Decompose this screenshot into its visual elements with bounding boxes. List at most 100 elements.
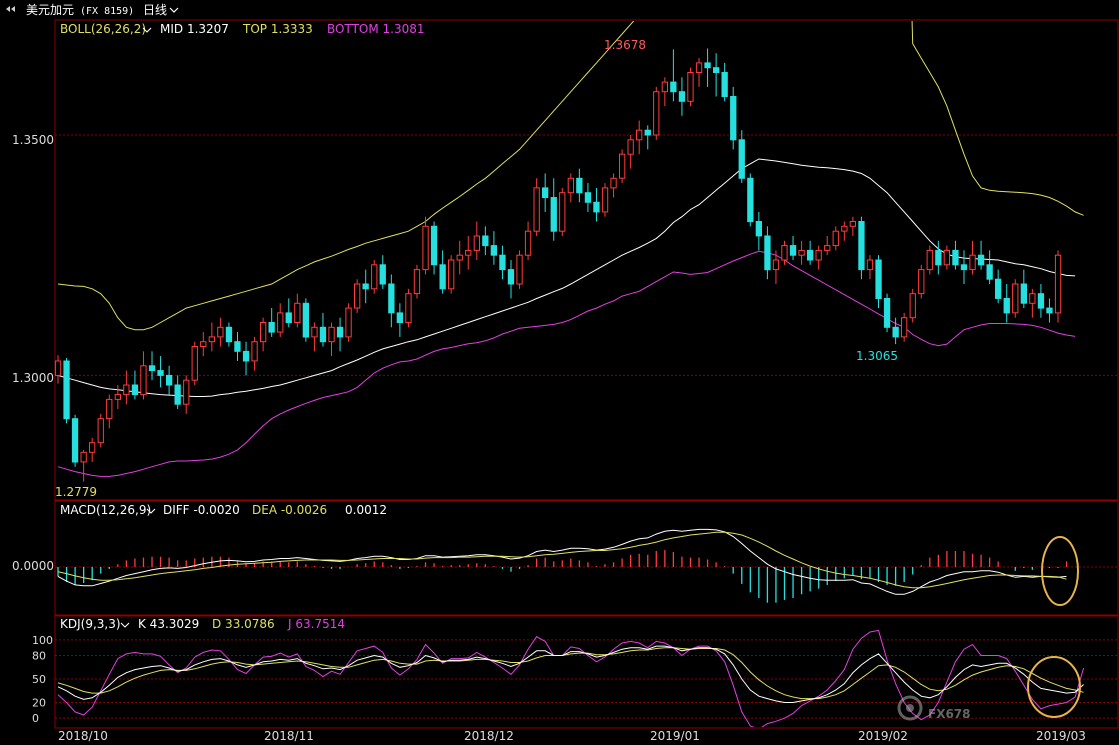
candle[interactable] <box>849 216 857 236</box>
candle[interactable] <box>234 332 241 361</box>
candle[interactable] <box>883 293 891 333</box>
candle[interactable] <box>960 250 968 285</box>
candle[interactable] <box>1003 284 1010 323</box>
candle[interactable] <box>593 187 600 222</box>
candle[interactable] <box>362 269 369 304</box>
candle[interactable] <box>730 86 737 150</box>
candle[interactable] <box>499 245 506 280</box>
candle[interactable] <box>371 260 378 294</box>
chevron-down-icon[interactable] <box>120 622 130 628</box>
candle[interactable] <box>807 240 814 265</box>
candle[interactable] <box>986 250 993 285</box>
candle[interactable] <box>200 332 207 357</box>
candle[interactable] <box>114 385 121 410</box>
candle[interactable] <box>516 250 523 289</box>
candle[interactable] <box>345 303 352 342</box>
candle[interactable] <box>319 312 327 347</box>
candle[interactable] <box>148 351 156 381</box>
candle[interactable] <box>430 221 438 275</box>
candle[interactable] <box>217 317 224 347</box>
candle[interactable] <box>713 53 720 97</box>
kdj-name[interactable]: KDJ(9,3,3) <box>60 617 121 631</box>
candle[interactable] <box>54 355 62 384</box>
candle[interactable] <box>926 245 933 275</box>
candle[interactable] <box>653 86 660 140</box>
candle[interactable] <box>131 370 139 400</box>
candle[interactable] <box>285 298 292 328</box>
candle[interactable] <box>123 370 130 405</box>
candle[interactable] <box>678 77 686 116</box>
candle[interactable] <box>465 235 472 270</box>
candle[interactable] <box>559 187 566 236</box>
candle[interactable] <box>584 183 592 212</box>
candle[interactable] <box>798 240 805 265</box>
candle[interactable] <box>106 394 113 429</box>
candle[interactable] <box>448 255 455 294</box>
candle[interactable] <box>1029 288 1036 318</box>
candle[interactable] <box>576 168 583 203</box>
candle[interactable] <box>601 183 609 217</box>
candle[interactable] <box>721 62 728 102</box>
candle[interactable] <box>687 67 694 107</box>
candle[interactable] <box>892 317 899 345</box>
candle[interactable] <box>695 58 703 87</box>
candle[interactable] <box>405 288 412 328</box>
candle[interactable] <box>1046 298 1053 323</box>
candle[interactable] <box>71 414 79 467</box>
candle[interactable] <box>174 375 181 410</box>
boll-name[interactable]: BOLL(26,26,2) <box>60 22 146 36</box>
candle[interactable] <box>140 351 147 400</box>
candle[interactable] <box>747 173 754 227</box>
candle[interactable] <box>636 120 643 155</box>
candle[interactable] <box>490 231 498 265</box>
candle[interactable] <box>89 437 96 462</box>
candle[interactable] <box>935 240 942 275</box>
candle[interactable] <box>396 303 404 337</box>
candle[interactable] <box>302 298 310 342</box>
candle[interactable] <box>619 149 626 184</box>
candle[interactable] <box>969 240 976 275</box>
candle[interactable] <box>456 240 463 275</box>
candle[interactable] <box>1020 269 1028 309</box>
back-forward-icon[interactable] <box>6 6 15 12</box>
candle[interactable] <box>225 322 233 347</box>
candle[interactable] <box>482 226 489 256</box>
candle[interactable] <box>772 250 780 285</box>
candle[interactable] <box>567 173 575 203</box>
candle[interactable] <box>422 216 429 275</box>
candle[interactable] <box>260 317 267 352</box>
candle[interactable] <box>166 365 173 395</box>
candle[interactable] <box>738 130 745 184</box>
candle[interactable] <box>242 341 250 376</box>
candle[interactable] <box>1012 279 1019 318</box>
candle[interactable] <box>354 279 361 313</box>
candle[interactable] <box>413 264 421 299</box>
candle[interactable] <box>866 255 874 280</box>
candle[interactable] <box>311 322 318 352</box>
candle[interactable] <box>815 245 822 270</box>
candle[interactable] <box>268 308 275 337</box>
candle[interactable] <box>328 322 335 357</box>
candle[interactable] <box>644 125 651 150</box>
candle[interactable] <box>977 240 985 270</box>
candle[interactable] <box>191 341 198 386</box>
candle[interactable] <box>524 221 532 260</box>
candle[interactable] <box>670 49 677 102</box>
candle[interactable] <box>901 312 908 342</box>
macd-name[interactable]: MACD(12,26,9) <box>60 503 151 517</box>
candle[interactable] <box>507 260 515 299</box>
candle[interactable] <box>277 303 284 337</box>
candle[interactable] <box>1037 284 1045 318</box>
candle[interactable] <box>251 336 258 371</box>
candle[interactable] <box>781 240 788 265</box>
chevron-down-icon[interactable] <box>142 27 152 33</box>
candle[interactable] <box>80 449 87 482</box>
period-selector[interactable]: 日线 <box>143 3 167 17</box>
candle[interactable] <box>789 235 797 260</box>
candle[interactable] <box>841 221 848 241</box>
candle[interactable] <box>157 356 164 388</box>
candle[interactable] <box>952 240 959 270</box>
candle[interactable] <box>909 288 916 323</box>
candle[interactable] <box>97 413 104 448</box>
candle[interactable] <box>542 173 549 212</box>
